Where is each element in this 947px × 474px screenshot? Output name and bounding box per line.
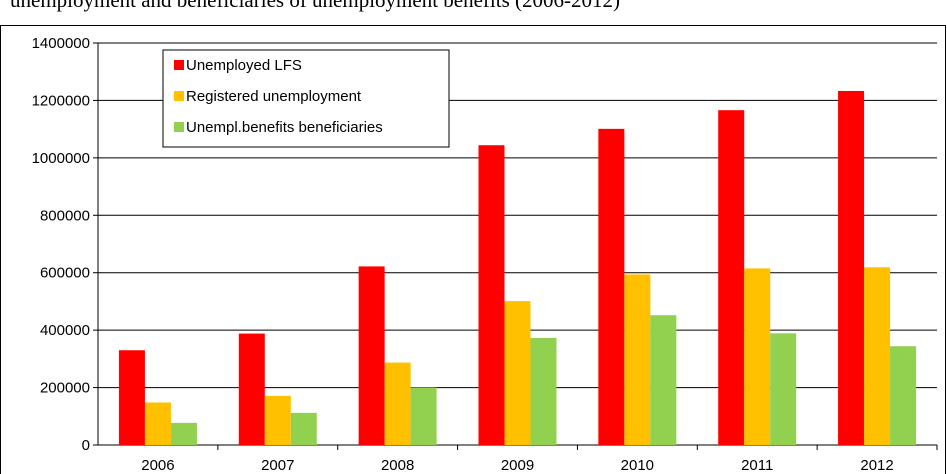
y-tick-label: 200000 xyxy=(40,380,90,397)
bar-unemployed-lfs-2009 xyxy=(478,145,505,446)
legend-label: Registered unemployment xyxy=(186,88,362,105)
legend-box xyxy=(162,49,450,148)
y-tick-label: 400000 xyxy=(40,322,90,339)
bar-unemployed-lfs-2010 xyxy=(598,128,625,445)
y-tick-label: 600000 xyxy=(40,265,90,282)
bar-unempl-benefits-beneficiaries-2010 xyxy=(650,315,677,445)
x-tick-label: 2012 xyxy=(860,457,893,474)
x-tick-label: 2007 xyxy=(261,457,294,474)
chart-title: unemployment and beneficiaries of unempl… xyxy=(10,0,620,12)
y-tick-label: 0 xyxy=(82,437,90,454)
x-tick-label: 2008 xyxy=(381,457,414,474)
y-tick-label: 1000000 xyxy=(32,150,90,167)
bar-unempl-benefits-beneficiaries-2008 xyxy=(410,387,437,445)
bar-unempl-benefits-beneficiaries-2011 xyxy=(770,333,797,445)
legend-label: Unempl.benefits beneficiaries xyxy=(186,119,383,136)
bar-registered-unemployment-2008 xyxy=(384,362,411,445)
x-tick-label: 2011 xyxy=(741,457,773,474)
y-axis-ticks: 0 200000 400000 600000 800000 1000000 1200000 1… xyxy=(32,35,90,454)
y-tick-label: 1400000 xyxy=(32,35,90,52)
x-tick-label: 2006 xyxy=(141,457,174,474)
bar-unempl-benefits-beneficiaries-2007 xyxy=(290,412,317,445)
y-tick-label: 1200000 xyxy=(32,92,90,109)
bar-unempl-benefits-beneficiaries-2009 xyxy=(530,337,557,445)
bar-unemployed-lfs-2008 xyxy=(358,266,385,445)
bar-registered-unemployment-2011 xyxy=(744,268,771,445)
legend-label: Unemployed LFS xyxy=(186,57,302,74)
x-axis-ticks: 2006 2007 2008 2009 2010 2011 2012 xyxy=(141,445,938,474)
bar-registered-unemployment-2012 xyxy=(864,267,891,445)
x-tick-label: 2010 xyxy=(621,457,654,474)
legend: Unemployed LFS Registered unemployment Une… xyxy=(162,49,450,148)
bar-unempl-benefits-beneficiaries-2006 xyxy=(170,422,197,445)
x-tick-label: 2009 xyxy=(501,457,534,474)
bar-unemployed-lfs-2006 xyxy=(118,350,145,445)
bar-registered-unemployment-2006 xyxy=(144,402,171,445)
legend-swatch xyxy=(174,122,184,132)
bar-unemployed-lfs-2011 xyxy=(718,110,745,445)
bar-registered-unemployment-2007 xyxy=(264,395,291,445)
y-tick-label: 800000 xyxy=(40,207,90,224)
bar-registered-unemployment-2010 xyxy=(624,274,651,445)
legend-swatch xyxy=(174,91,184,101)
bars xyxy=(118,90,917,446)
bar-registered-unemployment-2009 xyxy=(504,301,531,445)
bar-unempl-benefits-beneficiaries-2012 xyxy=(890,346,917,445)
legend-swatch xyxy=(174,60,184,70)
bar-unemployed-lfs-2007 xyxy=(238,333,265,445)
bar-unemployed-lfs-2012 xyxy=(838,90,865,446)
